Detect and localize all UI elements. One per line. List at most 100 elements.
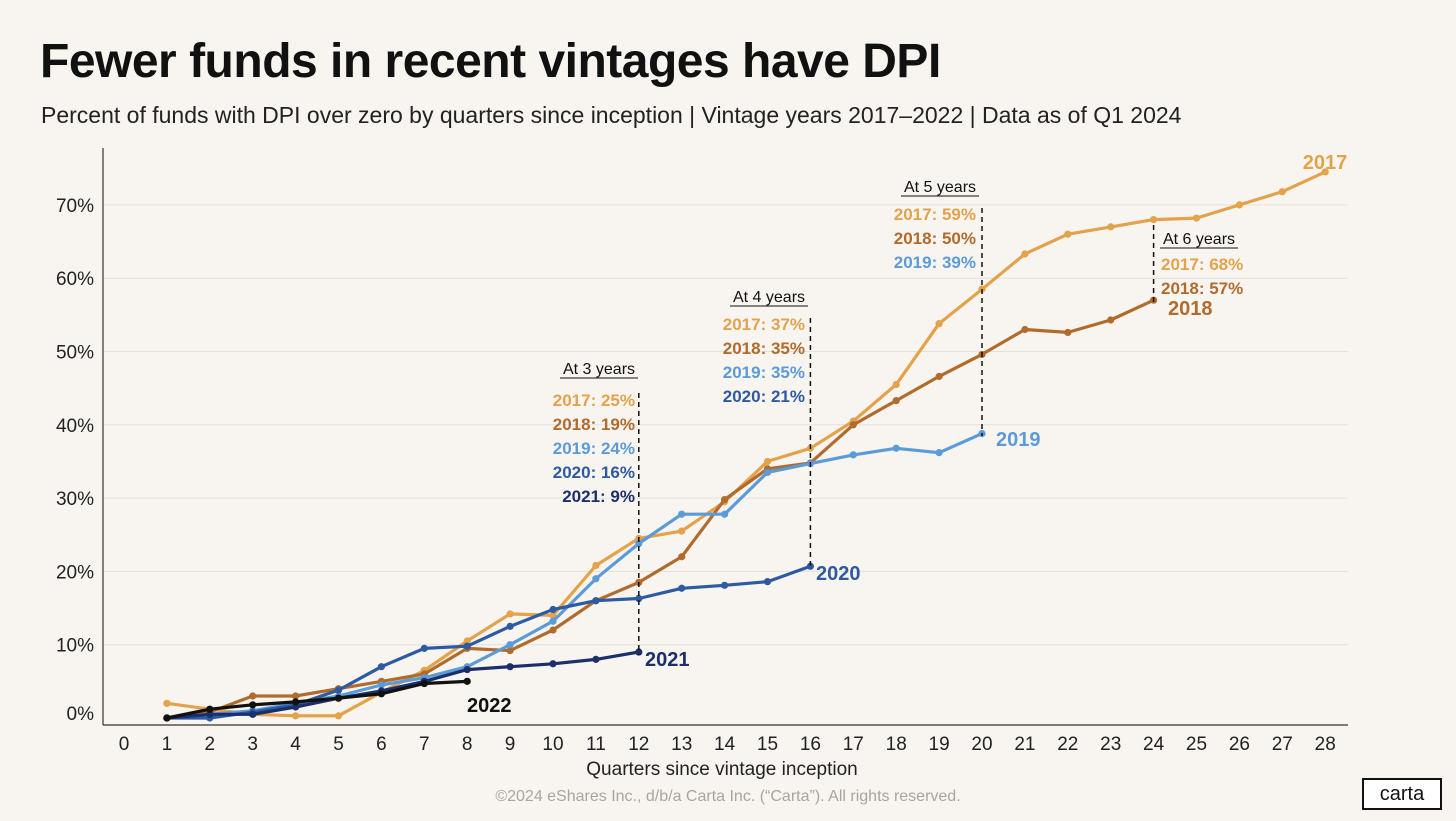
data-point <box>678 584 686 592</box>
data-point <box>678 527 686 535</box>
y-tick-label: 30% <box>56 489 94 510</box>
annotation-heading: At 5 years <box>904 179 976 196</box>
series-line <box>165 650 641 720</box>
annotation-value: 2018: 57% <box>1161 279 1243 298</box>
data-point <box>635 539 643 548</box>
annotation-heading: At 6 years <box>1163 231 1235 248</box>
annotation-value: 2018: 19% <box>553 415 635 434</box>
y-tick-label: 20% <box>56 562 94 583</box>
data-point <box>1064 230 1072 238</box>
x-tick-label: 27 <box>1272 734 1293 755</box>
data-point <box>806 562 815 570</box>
data-point <box>506 641 514 649</box>
data-point <box>549 660 557 668</box>
data-point <box>1064 328 1072 337</box>
data-point <box>1021 250 1029 258</box>
annotation-value: 2020: 16% <box>553 463 635 482</box>
data-point <box>463 666 471 674</box>
data-point <box>1107 316 1115 324</box>
data-point <box>206 710 214 718</box>
data-point <box>249 701 257 709</box>
annotation-value: 2018: 35% <box>723 339 805 358</box>
data-point <box>420 644 428 652</box>
data-point <box>721 510 729 518</box>
annotation-heading: At 4 years <box>733 289 805 306</box>
data-point <box>635 594 643 603</box>
data-point <box>635 648 643 656</box>
x-tick-label: 9 <box>505 734 516 755</box>
data-point <box>549 605 557 614</box>
x-tick-label: 2 <box>205 734 216 755</box>
data-point <box>463 642 471 650</box>
data-point <box>206 705 214 713</box>
series-end-label: 2019 <box>996 429 1041 451</box>
data-point <box>592 575 600 583</box>
copyright-footer: ©2024 eShares Inc., d/b/a Carta Inc. (“C… <box>495 788 961 805</box>
x-tick-label: 24 <box>1143 734 1165 755</box>
x-axis-title: Quarters since vintage inception <box>586 759 857 780</box>
data-point <box>377 681 385 689</box>
series-end-label: 2017 <box>1303 152 1348 174</box>
y-tick-label: 40% <box>56 416 94 437</box>
x-tick-label: 16 <box>800 734 821 755</box>
series-end-label: 2020 <box>816 563 861 585</box>
y-tick-label: 60% <box>56 269 94 290</box>
x-tick-label: 15 <box>757 734 778 755</box>
data-point <box>592 597 600 605</box>
data-point <box>1192 214 1201 222</box>
data-point <box>334 694 343 702</box>
data-point <box>549 617 557 625</box>
data-point <box>292 712 300 720</box>
data-point <box>249 692 257 700</box>
data-point <box>763 457 772 466</box>
annotation-value: 2017: 25% <box>553 391 635 410</box>
data-point <box>549 626 557 634</box>
x-tick-label: 11 <box>586 734 606 755</box>
series-end-label: 2018 <box>1168 298 1213 320</box>
data-point <box>721 495 729 504</box>
data-point <box>1021 325 1029 334</box>
x-tick-label: 7 <box>419 734 430 755</box>
data-point <box>892 380 900 389</box>
page-title: Fewer funds in recent vintages have DPI <box>40 35 941 88</box>
annotation-value: 2017: 68% <box>1161 255 1243 274</box>
series-line <box>165 564 813 720</box>
x-tick-label: 10 <box>542 734 563 755</box>
data-point <box>163 714 171 722</box>
page-subtitle: Percent of funds with DPI over zero by q… <box>41 102 1182 128</box>
data-point <box>763 468 772 477</box>
annotation-heading: At 3 years <box>563 361 635 378</box>
x-tick-label: 8 <box>462 734 473 755</box>
carta-logo: carta <box>1362 778 1442 810</box>
y-tick-label: 50% <box>56 343 94 364</box>
data-point <box>892 397 900 405</box>
data-point <box>506 610 514 618</box>
data-point <box>892 444 900 452</box>
data-point <box>506 646 514 655</box>
data-point <box>678 553 686 561</box>
data-point <box>678 510 686 518</box>
x-tick-label: 5 <box>333 734 344 755</box>
annotation-value: 2019: 24% <box>553 439 635 458</box>
y-tick-label: 0% <box>67 704 95 725</box>
data-point <box>935 372 943 381</box>
y-tick-label: 10% <box>56 636 94 657</box>
x-tick-label: 21 <box>1014 734 1035 755</box>
data-point <box>292 698 300 706</box>
x-tick-label: 19 <box>929 734 950 755</box>
data-point <box>721 581 729 589</box>
x-tick-label: 18 <box>886 734 907 755</box>
data-point <box>163 699 171 707</box>
series-line <box>165 170 1327 718</box>
x-tick-label: 17 <box>843 734 864 755</box>
annotation-value: 2020: 21% <box>723 387 805 406</box>
y-tick-label: 70% <box>56 196 94 217</box>
series-line <box>165 298 1156 720</box>
data-point <box>292 692 300 700</box>
data-point <box>1278 188 1286 196</box>
data-point <box>1321 168 1329 176</box>
x-tick-label: 6 <box>376 734 387 755</box>
data-point <box>377 690 385 698</box>
x-tick-label: 1 <box>162 734 173 755</box>
